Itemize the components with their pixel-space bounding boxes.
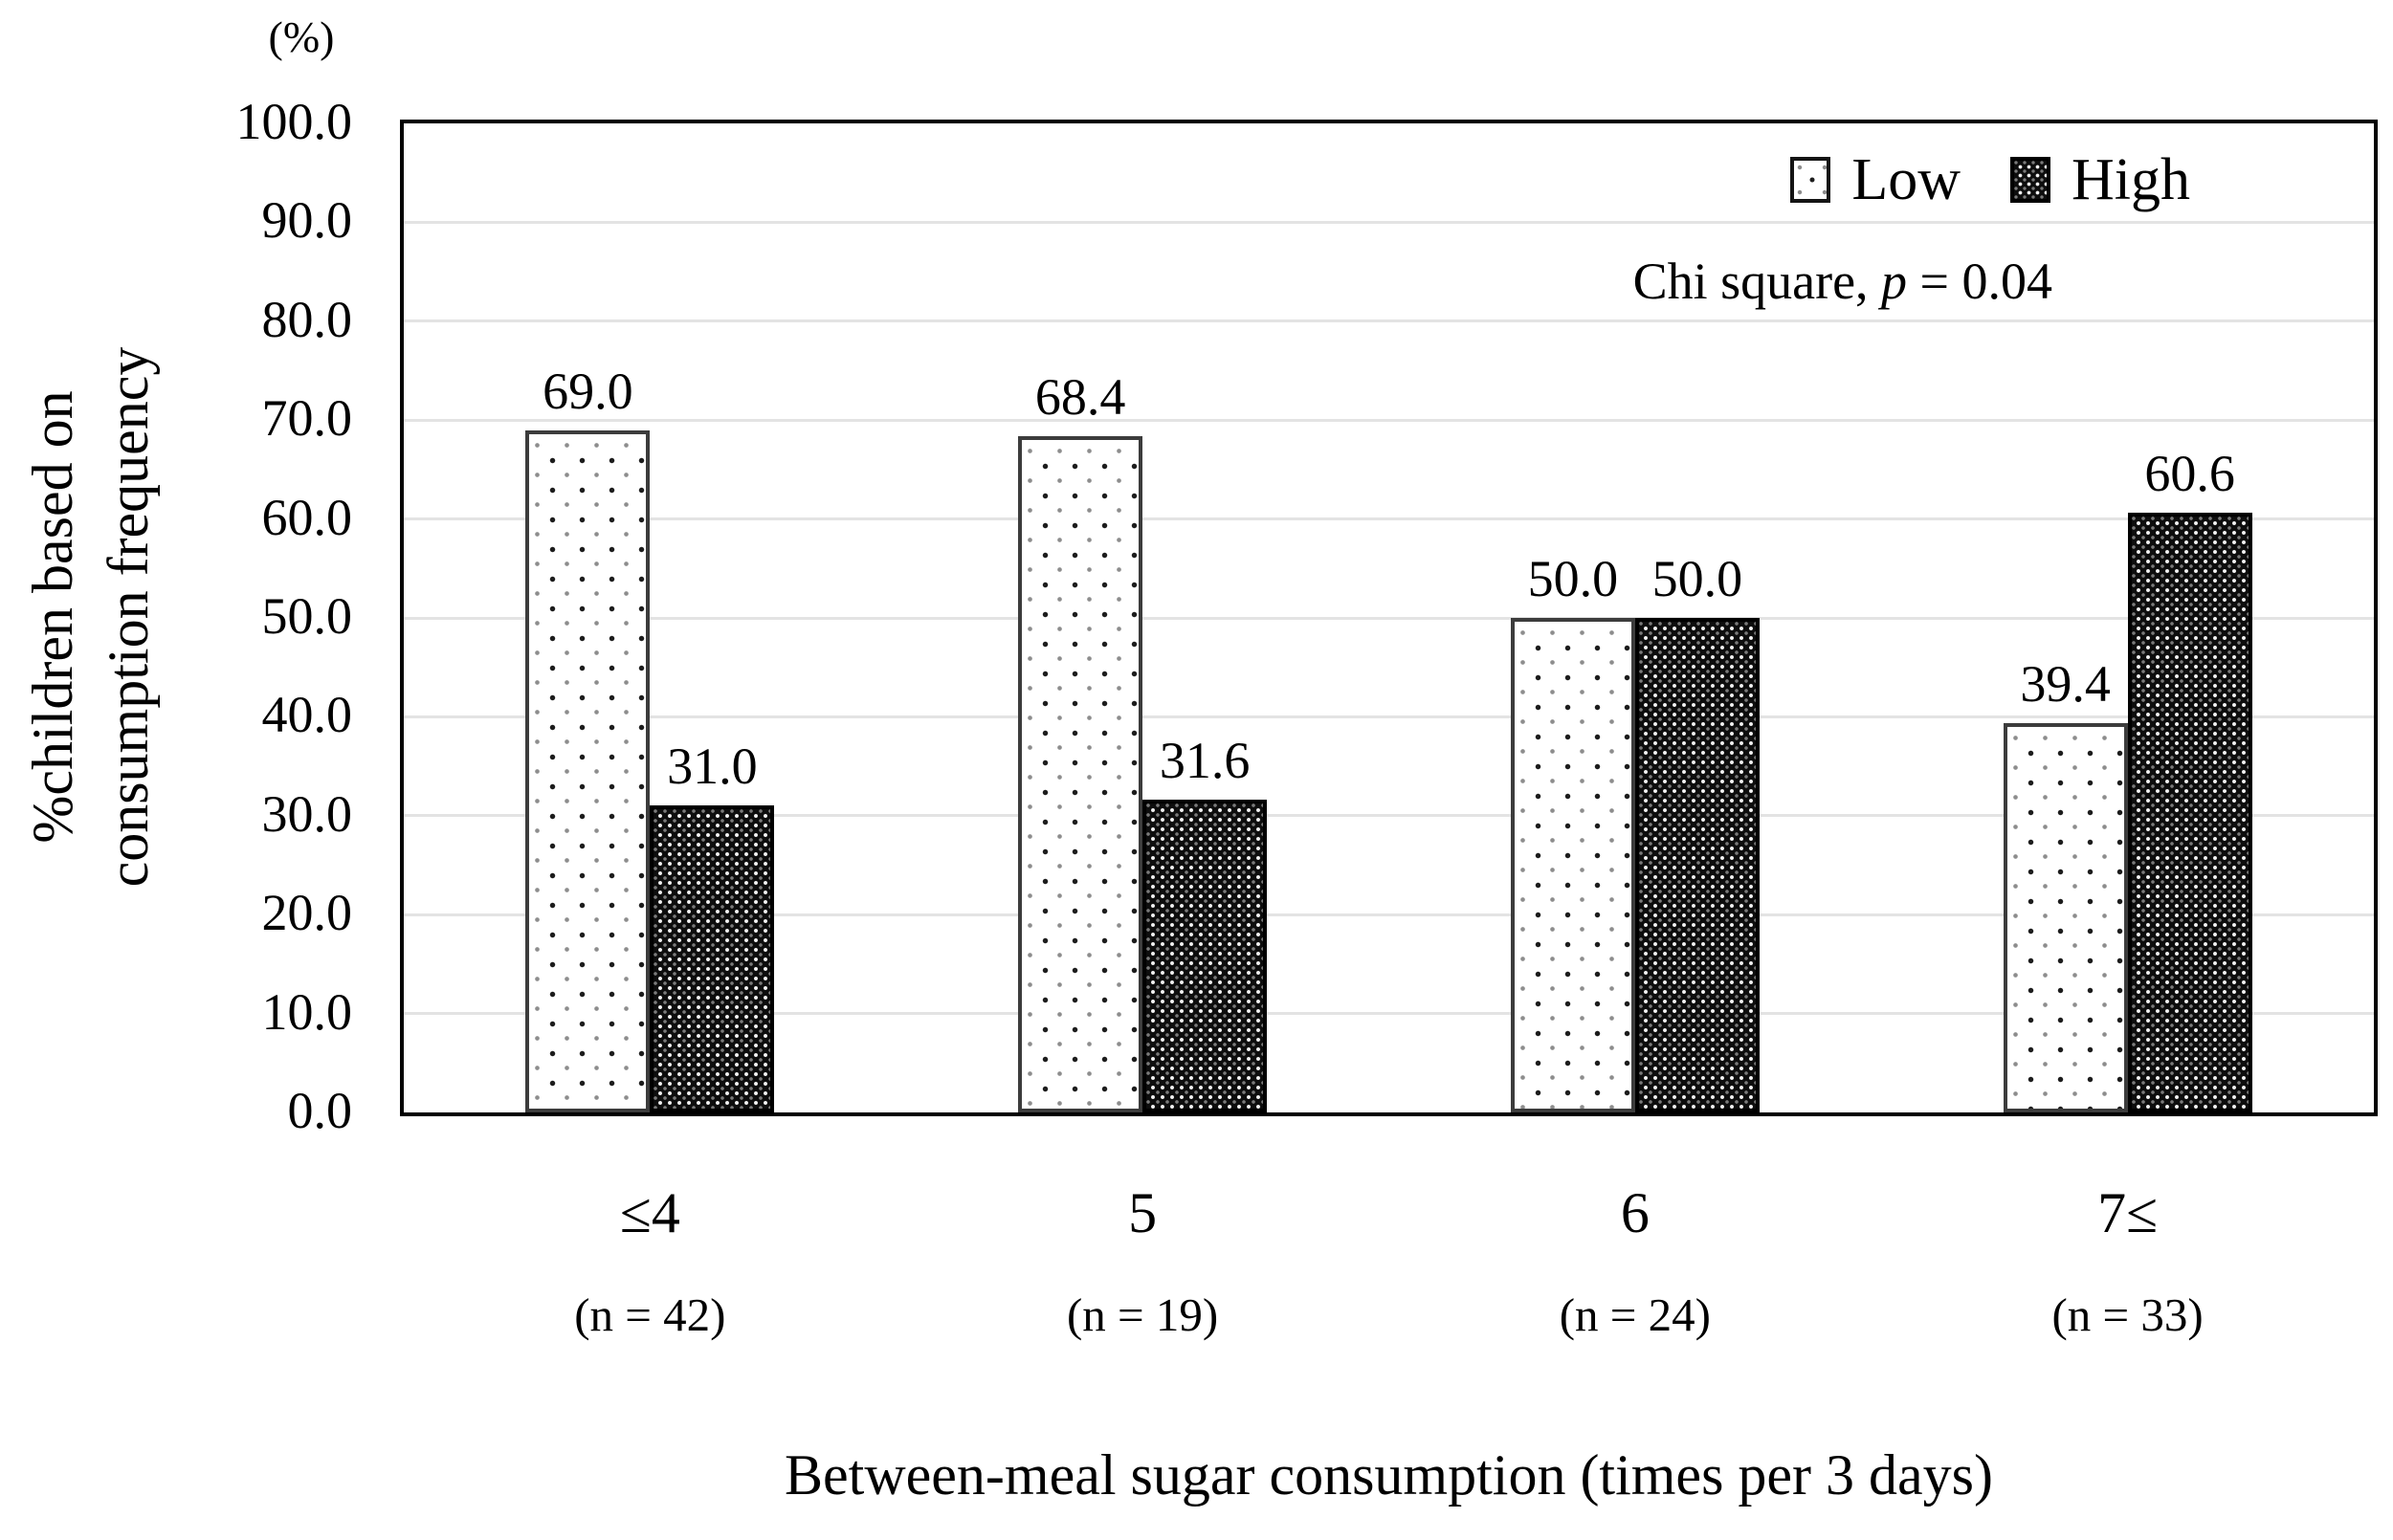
bar-high-7≤ (2127, 513, 2252, 1112)
sample-size-label-≤4: (n = 42) (574, 1288, 726, 1341)
legend-item-high: High (2010, 150, 2190, 209)
sample-size-label-5: (n = 19) (1066, 1288, 1219, 1341)
value-label-low-7≤: 39.4 (2020, 654, 2111, 713)
p-symbol: p (1881, 253, 1908, 310)
plot-area: Low High Chi square, p = 0.04 69.0 31.0 68… (400, 120, 2378, 1116)
gridline (404, 517, 2374, 521)
bar-high-5 (1142, 800, 1268, 1112)
p-value-text: = 0.04 (1907, 253, 2052, 310)
gridline (404, 715, 2374, 718)
gridline (404, 418, 2374, 422)
y-tick-label-90.0: 90.0 (261, 191, 353, 250)
gridline (404, 1012, 2374, 1016)
sample-size-label-6: (n = 24) (1559, 1288, 1712, 1341)
sample-size-label-7≤: (n = 33) (2051, 1288, 2204, 1341)
x-axis-title: Between-meal sugar consumption (times pe… (785, 1443, 1993, 1507)
y-axis-title-line1: %children based on (20, 390, 84, 844)
legend-low-label: Low (1851, 147, 1961, 212)
gridline (404, 220, 2374, 224)
y-tick-label-80.0: 80.0 (261, 290, 353, 348)
bar-high-6 (1634, 618, 1760, 1112)
legend-high-label: High (2072, 147, 2190, 212)
value-label-high-5: 31.6 (1159, 732, 1251, 790)
value-label-low-6: 50.0 (1527, 550, 1619, 607)
legend-low-swatch-icon (1790, 157, 1831, 203)
y-tick-label-20.0: 20.0 (261, 884, 353, 942)
legend: Low High (1790, 150, 2190, 209)
y-tick-label-60.0: 60.0 (261, 488, 353, 546)
legend-high-swatch-icon (2010, 157, 2050, 203)
bar-low-5 (1018, 435, 1143, 1112)
gridline (404, 913, 2374, 916)
bar-low-6 (1510, 618, 1635, 1112)
value-label-high-7≤: 60.6 (2144, 445, 2235, 503)
value-label-low-≤4: 69.0 (543, 362, 633, 420)
bar-low-≤4 (525, 429, 651, 1112)
legend-item-low: Low (1790, 150, 1961, 209)
chi-square-annotation: Chi square, p = 0.04 (1633, 255, 2052, 307)
value-label-high-6: 50.0 (1651, 550, 1743, 607)
y-tick-label-30.0: 30.0 (261, 784, 353, 843)
y-tick-label-70.0: 70.0 (261, 389, 353, 448)
bar-high-≤4 (650, 805, 775, 1112)
y-tick-label-10.0: 10.0 (261, 982, 353, 1041)
x-tick-label-6: 6 (1620, 1181, 1650, 1244)
bar-low-7≤ (2003, 722, 2128, 1112)
value-label-high-≤4: 31.0 (667, 737, 758, 796)
y-axis-unit-label: (%) (268, 12, 335, 61)
y-tick-label-0.0: 0.0 (287, 1082, 353, 1139)
gridline (404, 616, 2374, 620)
chi-square-text: Chi square, (1632, 253, 1882, 310)
gridline (404, 319, 2374, 323)
x-tick-label-≤4: ≤4 (619, 1181, 680, 1244)
value-label-low-5: 68.4 (1034, 367, 1126, 426)
y-tick-label-50.0: 50.0 (261, 587, 353, 645)
y-tick-label-40.0: 40.0 (261, 686, 353, 744)
y-tick-label-100.0: 100.0 (235, 93, 353, 150)
gridline (404, 814, 2374, 818)
x-tick-label-7≤: 7≤ (2097, 1181, 2159, 1244)
x-tick-label-5: 5 (1128, 1181, 1158, 1244)
